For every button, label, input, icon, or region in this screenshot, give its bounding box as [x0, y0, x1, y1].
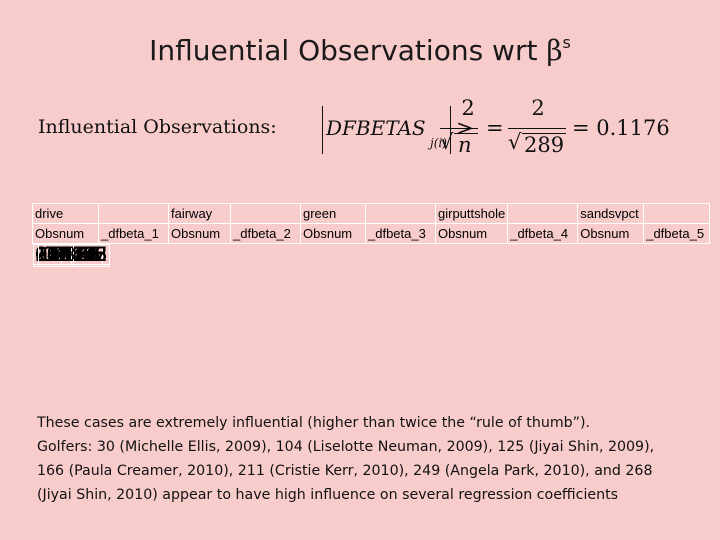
explanation-line: These cases are extremely influential (h… — [37, 415, 591, 431]
column-header: Obsnum — [434, 223, 509, 244]
radical2-value: 289 — [524, 133, 565, 157]
empty-cell — [643, 203, 711, 224]
radical2-sign: √ — [508, 130, 522, 154]
empty-cell — [98, 203, 169, 224]
table-header-row: Obsnum _dfbeta_1 Obsnum _dfbeta_2 Obsnum _dfb… — [32, 223, 711, 244]
explanation-text: These cases are extremely influential (h… — [37, 411, 707, 507]
column-header: Obsnum — [300, 223, 366, 244]
dfbeta-table: drive fairway green girputtshole sandsvpct Ob… — [32, 203, 711, 267]
formula-label: Influential Observations: — [38, 116, 277, 138]
column-header: Obsnum — [32, 223, 99, 244]
dfbeta-cell — [32, 244, 39, 267]
fraction2-numerator: 2 — [531, 96, 545, 120]
table-group-row: drive fairway green girputtshole sandsvpct — [32, 203, 711, 224]
group-name-cell: green — [300, 203, 366, 224]
formula-equals: = — [486, 116, 504, 140]
column-header: _dfbeta_4 — [507, 223, 579, 244]
formula-lhs: DFBETAS — [326, 116, 426, 140]
formula-result: = 0.1176 — [572, 116, 670, 140]
table-row: 30 0.3509 30 0.3433 30 -0.3225 30 0.6184 30 0.329… — [32, 244, 710, 265]
empty-cell — [365, 203, 436, 224]
formula-lhs-subscript: j(i) — [430, 136, 447, 150]
empty-cell — [230, 203, 301, 224]
fraction1-numerator: 2 — [461, 96, 475, 120]
table-body: drive fairway green girputtshole sandsvpct Ob… — [32, 203, 711, 267]
group-name-cell: girputtshole — [434, 203, 509, 224]
title-text: Influential Observations wrt — [149, 34, 547, 67]
group-name-cell: sandsvpct — [577, 203, 645, 224]
column-header: _dfbeta_1 — [98, 223, 169, 244]
radical1-value: n — [458, 133, 472, 157]
slide-title: Influential Observations wrt βs — [0, 33, 720, 67]
explanation-line: (Jiyai Shin, 2010) appear to have high i… — [37, 487, 619, 503]
column-header: _dfbeta_2 — [230, 223, 301, 244]
column-header: _dfbeta_5 — [643, 223, 711, 244]
abs-bar-right — [450, 106, 451, 154]
column-header: Obsnum — [577, 223, 645, 244]
title-superscript: s — [562, 33, 571, 52]
radical1-sign: √ — [440, 130, 454, 154]
explanation-line: Golfers: 30 (Michelle Ellis, 2009), 104 … — [37, 439, 655, 455]
empty-cell — [507, 203, 579, 224]
dfbeta-cell: -0.2856 — [32, 244, 110, 267]
abs-bar-left — [322, 106, 323, 154]
radical1-overline — [454, 133, 478, 134]
dfbetas-formula: Influential Observations: DFBETAS j(i) >… — [38, 96, 678, 164]
radical2-overline — [522, 133, 566, 134]
column-header: Obsnum — [168, 223, 231, 244]
group-name-cell: drive — [32, 203, 99, 224]
title-beta: β — [546, 34, 563, 67]
fraction2-bar — [508, 128, 566, 129]
group-name-cell: fairway — [168, 203, 231, 224]
explanation-line: 166 (Paula Creamer, 2010), 211 (Cristie … — [37, 463, 653, 479]
column-header: _dfbeta_3 — [365, 223, 436, 244]
fraction1-bar — [440, 128, 478, 129]
